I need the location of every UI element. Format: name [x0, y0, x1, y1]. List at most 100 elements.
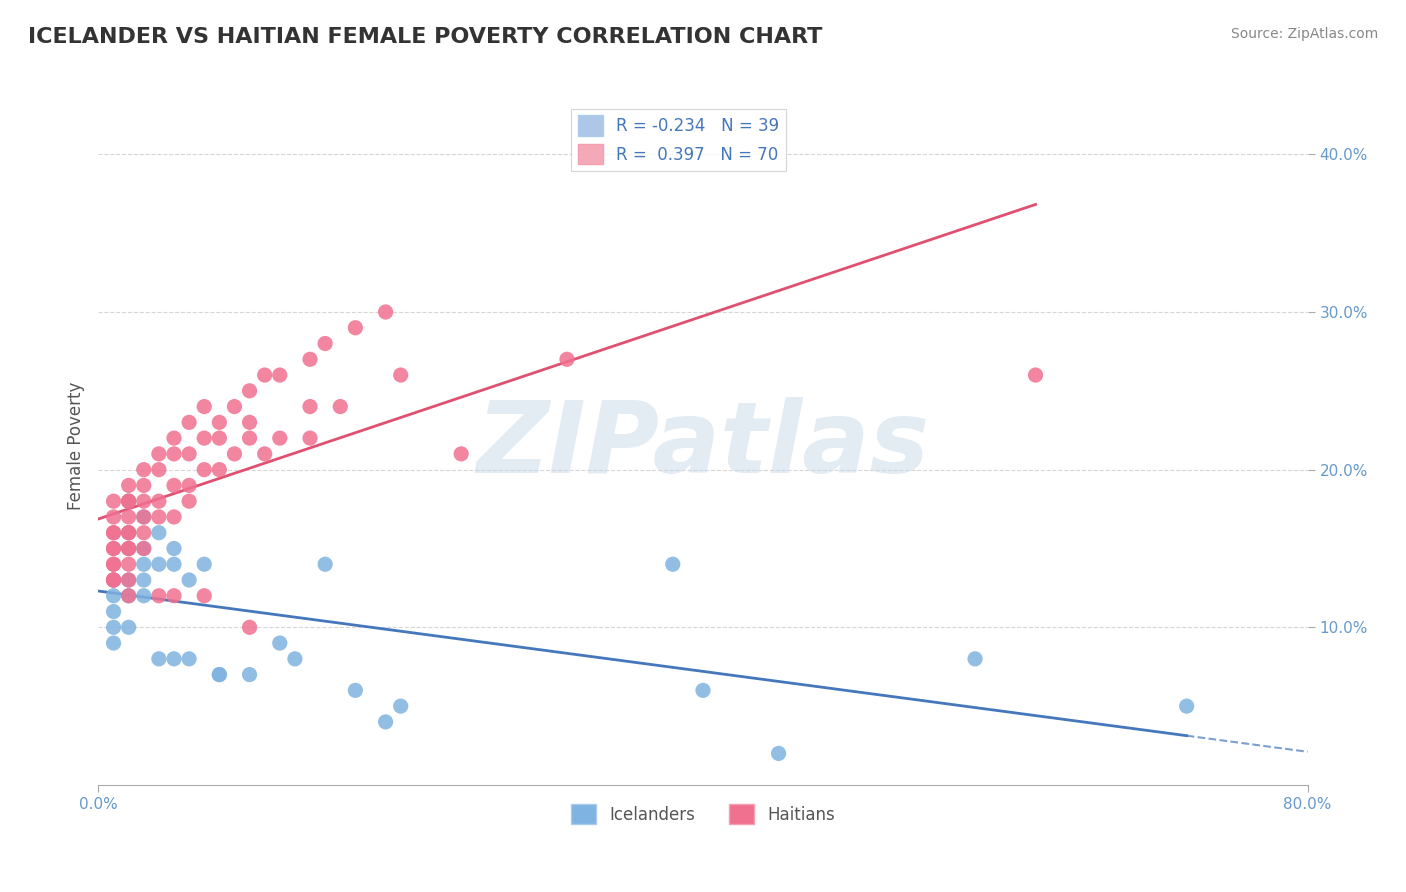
Point: [118, 541, 141, 556]
Point: [208, 463, 231, 477]
Point: [224, 400, 246, 414]
Point: [103, 573, 125, 587]
Point: [103, 558, 125, 572]
Legend: Icelanders, Haitians: Icelanders, Haitians: [565, 797, 841, 830]
Point: [314, 558, 336, 572]
Point: [193, 558, 215, 572]
Point: [269, 431, 291, 445]
Point: [692, 683, 714, 698]
Point: [118, 494, 141, 508]
Point: [103, 541, 125, 556]
Point: [179, 415, 201, 429]
Point: [103, 525, 125, 540]
Point: [132, 573, 155, 587]
Point: [314, 336, 336, 351]
Point: [768, 747, 790, 761]
Point: [103, 573, 125, 587]
Point: [284, 652, 307, 666]
Point: [132, 510, 155, 524]
Point: [239, 384, 262, 398]
Point: [179, 573, 201, 587]
Point: [148, 463, 170, 477]
Point: [118, 510, 141, 524]
Point: [148, 525, 170, 540]
Point: [179, 478, 201, 492]
Point: [163, 589, 186, 603]
Point: [329, 400, 352, 414]
Point: [179, 652, 201, 666]
Point: [148, 447, 170, 461]
Point: [118, 558, 141, 572]
Point: [118, 525, 141, 540]
Point: [253, 368, 276, 382]
Point: [208, 415, 231, 429]
Point: [163, 558, 186, 572]
Point: [163, 510, 186, 524]
Point: [103, 541, 125, 556]
Point: [374, 714, 396, 729]
Point: [163, 478, 186, 492]
Point: [208, 431, 231, 445]
Point: [148, 510, 170, 524]
Point: [269, 636, 291, 650]
Point: [193, 589, 215, 603]
Point: [1175, 699, 1198, 714]
Point: [118, 494, 141, 508]
Point: [450, 447, 472, 461]
Point: [344, 320, 367, 334]
Y-axis label: Female Poverty: Female Poverty: [66, 382, 84, 510]
Point: [132, 478, 155, 492]
Point: [965, 652, 987, 666]
Point: [103, 525, 125, 540]
Point: [163, 431, 186, 445]
Point: [103, 573, 125, 587]
Point: [163, 652, 186, 666]
Point: [103, 558, 125, 572]
Point: [179, 494, 201, 508]
Point: [239, 431, 262, 445]
Point: [299, 352, 322, 367]
Point: [118, 525, 141, 540]
Point: [118, 620, 141, 634]
Point: [103, 589, 125, 603]
Point: [132, 525, 155, 540]
Point: [374, 305, 396, 319]
Point: [163, 541, 186, 556]
Point: [1024, 368, 1046, 382]
Point: [132, 589, 155, 603]
Text: Source: ZipAtlas.com: Source: ZipAtlas.com: [1230, 27, 1378, 41]
Point: [239, 415, 262, 429]
Point: [208, 667, 231, 681]
Point: [118, 573, 141, 587]
Point: [103, 494, 125, 508]
Point: [193, 400, 215, 414]
Point: [103, 636, 125, 650]
Point: [132, 558, 155, 572]
Point: [118, 541, 141, 556]
Point: [239, 620, 262, 634]
Point: [193, 463, 215, 477]
Point: [132, 463, 155, 477]
Point: [389, 368, 412, 382]
Point: [118, 541, 141, 556]
Point: [269, 368, 291, 382]
Point: [299, 400, 322, 414]
Point: [132, 541, 155, 556]
Point: [193, 431, 215, 445]
Point: [344, 683, 367, 698]
Point: [239, 667, 262, 681]
Point: [163, 447, 186, 461]
Text: ZIPatlas: ZIPatlas: [477, 398, 929, 494]
Text: ICELANDER VS HAITIAN FEMALE POVERTY CORRELATION CHART: ICELANDER VS HAITIAN FEMALE POVERTY CORR…: [28, 27, 823, 46]
Point: [118, 589, 141, 603]
Point: [148, 652, 170, 666]
Point: [103, 605, 125, 619]
Point: [103, 620, 125, 634]
Point: [103, 573, 125, 587]
Point: [118, 573, 141, 587]
Point: [103, 510, 125, 524]
Point: [208, 667, 231, 681]
Point: [118, 525, 141, 540]
Point: [253, 447, 276, 461]
Point: [148, 589, 170, 603]
